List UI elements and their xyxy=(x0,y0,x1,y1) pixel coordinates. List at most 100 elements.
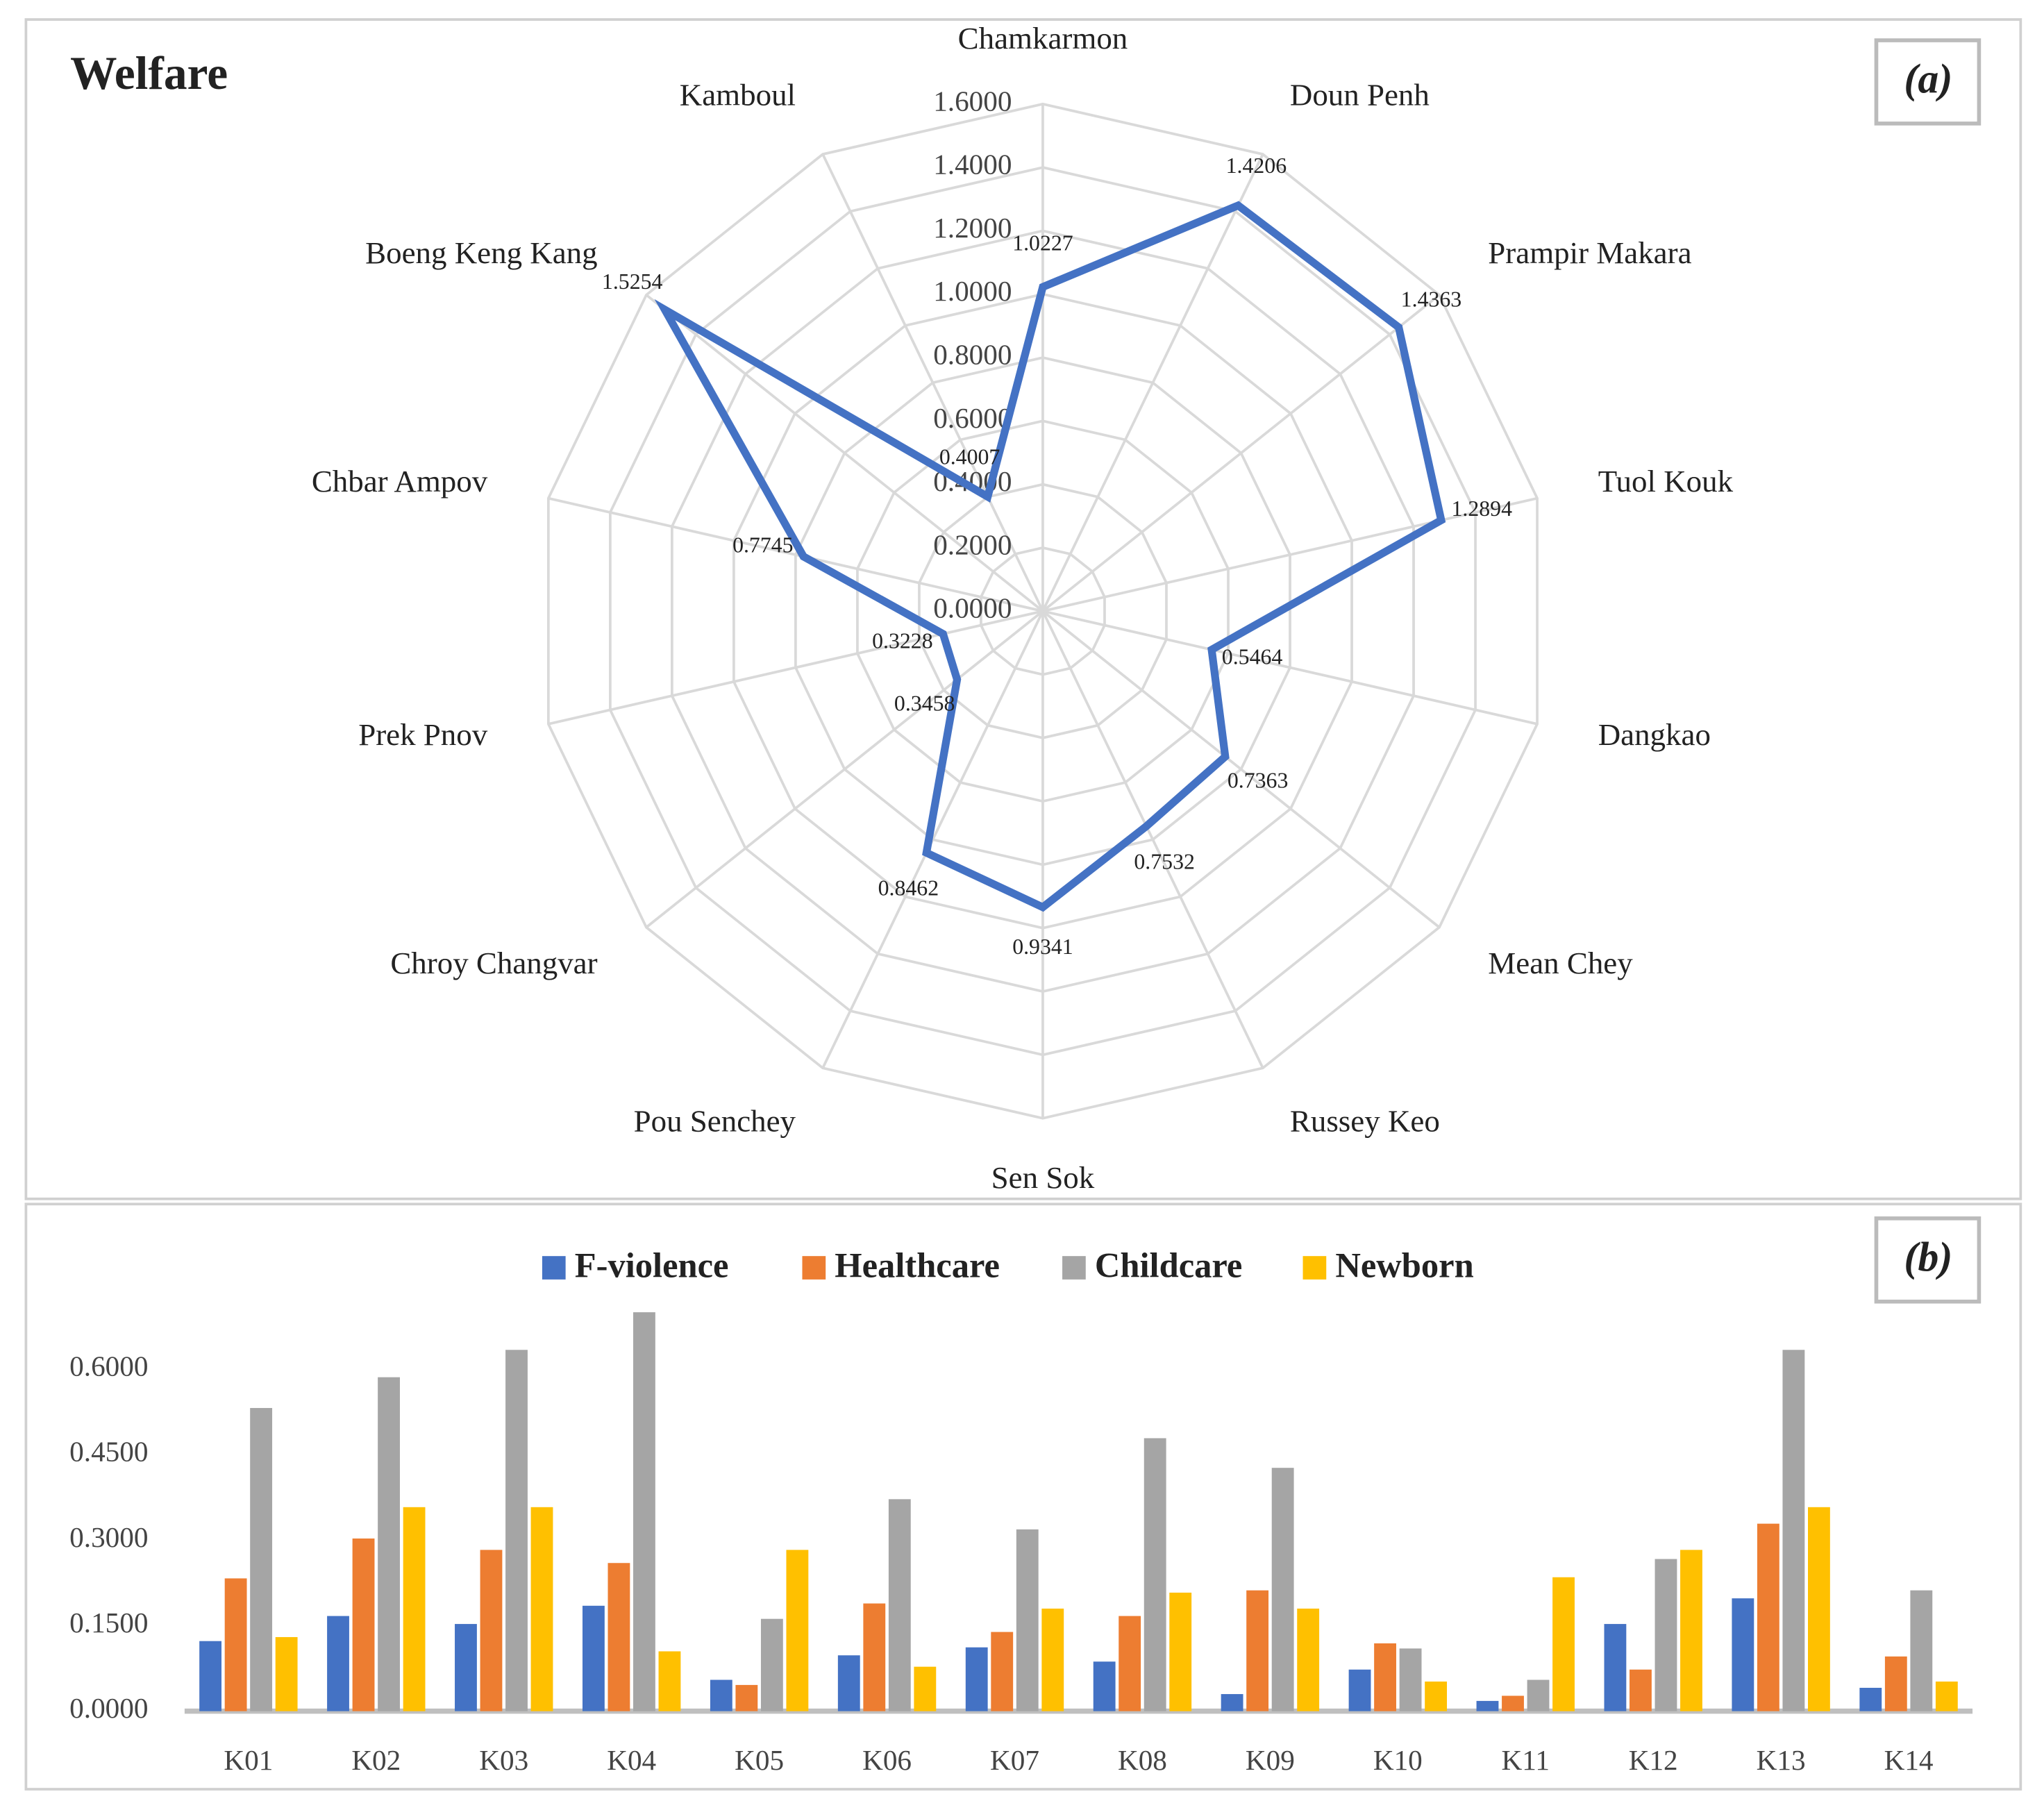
legend-swatch xyxy=(542,1256,566,1280)
bar xyxy=(1297,1608,1320,1711)
chart-title: Welfare xyxy=(70,47,228,99)
bar xyxy=(863,1603,886,1711)
category-label: Chamkarmon xyxy=(958,21,1128,56)
bar xyxy=(1757,1523,1779,1711)
x-tick-label: K01 xyxy=(224,1744,273,1776)
spoke xyxy=(1041,294,1441,612)
value-label: 0.7745 xyxy=(732,533,794,558)
spoke xyxy=(645,294,1044,612)
panel-label: (b) xyxy=(1904,1234,1952,1280)
bar xyxy=(352,1538,375,1711)
bar xyxy=(608,1563,630,1711)
bar xyxy=(480,1550,503,1711)
bar xyxy=(1552,1577,1575,1711)
value-label: 1.4363 xyxy=(1401,287,1462,311)
category-label: Kamboul xyxy=(680,77,796,112)
x-tick-label: K05 xyxy=(735,1744,784,1776)
bar xyxy=(1374,1643,1396,1711)
bar xyxy=(1680,1550,1702,1711)
value-label: 0.8462 xyxy=(878,876,939,900)
value-label: 1.0227 xyxy=(1012,231,1073,255)
x-tick-label: K02 xyxy=(351,1744,401,1776)
category-label: Pou Senchey xyxy=(634,1104,796,1139)
bar xyxy=(710,1679,732,1711)
category-label: Tuol Kouk xyxy=(1598,464,1734,498)
bar xyxy=(786,1550,809,1711)
bar xyxy=(1425,1681,1448,1711)
value-label: 0.5464 xyxy=(1222,644,1283,669)
y-tick-label: 0.1500 xyxy=(69,1607,148,1639)
category-label: Boeng Keng Kang xyxy=(365,235,597,270)
r-tick-label: 0.0000 xyxy=(933,592,1012,624)
y-tick-label: 0.0000 xyxy=(69,1692,148,1724)
category-label: Russey Keo xyxy=(1290,1104,1440,1139)
bar xyxy=(837,1655,860,1711)
bar xyxy=(1604,1624,1627,1711)
panel-label-box xyxy=(1874,1216,1982,1304)
bar xyxy=(735,1684,758,1711)
value-label: 0.3228 xyxy=(872,629,933,653)
r-tick-label: 1.4000 xyxy=(933,149,1012,181)
category-label: Chbar Ampov xyxy=(312,464,488,498)
spoke xyxy=(1041,153,1264,612)
bar xyxy=(1348,1669,1371,1711)
legend-swatch xyxy=(802,1256,826,1280)
bar xyxy=(888,1499,911,1711)
bar xyxy=(658,1651,681,1711)
bar xyxy=(1502,1695,1524,1711)
category-label: Sen Sok xyxy=(991,1160,1095,1195)
spoke xyxy=(548,496,1044,613)
category-label: Mean Chey xyxy=(1488,946,1633,980)
bar xyxy=(1782,1350,1805,1711)
r-tick-label: 1.6000 xyxy=(933,85,1012,117)
r-tick-label: 0.2000 xyxy=(933,528,1012,560)
spoke xyxy=(1041,610,1264,1069)
bar xyxy=(1527,1679,1550,1711)
r-tick-label: 1.2000 xyxy=(933,212,1012,244)
value-label: 1.4206 xyxy=(1226,153,1287,178)
spoke xyxy=(1042,496,1538,613)
r-tick-label: 1.0000 xyxy=(933,275,1012,307)
r-tick-label: 0.8000 xyxy=(933,338,1012,370)
bar xyxy=(1016,1529,1039,1711)
value-label: 1.2894 xyxy=(1451,496,1512,521)
spoke xyxy=(645,610,1044,929)
bar xyxy=(1144,1438,1166,1711)
value-label: 0.7363 xyxy=(1228,768,1289,792)
legend-label: F-violence xyxy=(575,1246,729,1285)
value-label: 0.9341 xyxy=(1012,935,1073,959)
x-tick-label: K10 xyxy=(1373,1744,1423,1776)
legend-swatch xyxy=(1302,1256,1327,1280)
value-label: 0.7532 xyxy=(1134,849,1195,873)
bar xyxy=(1655,1559,1677,1711)
spoke xyxy=(821,610,1044,1069)
bar xyxy=(1119,1616,1141,1711)
value-label: 0.4007 xyxy=(939,445,1000,469)
bar xyxy=(1884,1656,1907,1711)
bar xyxy=(1935,1681,1958,1711)
bar xyxy=(224,1578,247,1711)
bar xyxy=(1630,1669,1652,1711)
bar xyxy=(1246,1590,1269,1711)
y-tick-label: 0.3000 xyxy=(69,1521,148,1553)
bar xyxy=(455,1624,477,1711)
x-tick-label: K08 xyxy=(1118,1744,1167,1776)
x-tick-label: K07 xyxy=(990,1744,1039,1776)
bar xyxy=(378,1377,400,1711)
bar xyxy=(505,1350,528,1711)
category-label: Doun Penh xyxy=(1290,77,1430,112)
bar xyxy=(1399,1648,1422,1711)
bar xyxy=(760,1618,783,1711)
y-tick-label: 0.6000 xyxy=(69,1350,148,1382)
legend-label: Newborn xyxy=(1335,1246,1473,1285)
bar xyxy=(582,1605,605,1711)
spoke xyxy=(548,610,1044,726)
bar xyxy=(1041,1608,1064,1711)
x-tick-label: K14 xyxy=(1884,1744,1934,1776)
x-tick-label: K06 xyxy=(862,1744,912,1776)
x-tick-label: K11 xyxy=(1502,1744,1550,1776)
bar xyxy=(1093,1661,1116,1711)
bar xyxy=(1476,1700,1499,1711)
category-label: Prek Pnov xyxy=(358,717,488,752)
